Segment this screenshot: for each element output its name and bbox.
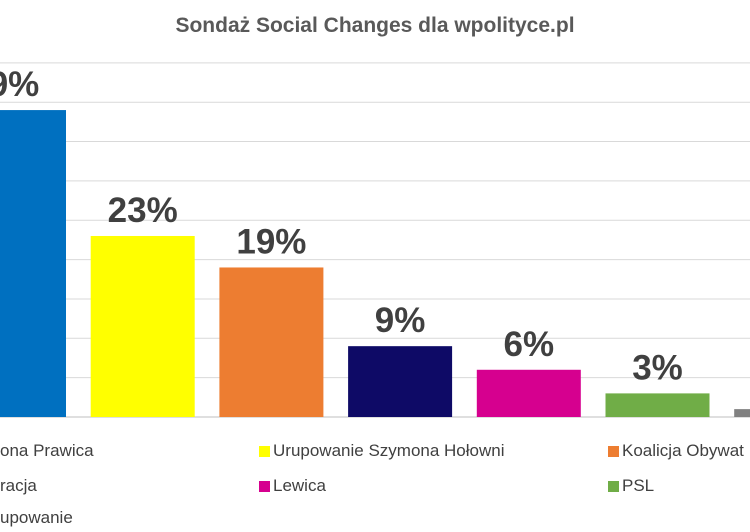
legend-label: Koalicja Obywat — [622, 441, 744, 460]
legend-label: ona Prawica — [0, 441, 94, 460]
legend-item: racja — [0, 476, 37, 496]
legend-label: racja — [0, 476, 37, 495]
legend-swatch — [259, 480, 270, 492]
legend-label: Urupowanie Szymona Hołowni — [273, 441, 505, 460]
legend-swatch — [259, 445, 270, 457]
data-label: 9% — [375, 301, 426, 340]
chart-title: Sondaż Social Changes dla wpolityce.pl — [175, 14, 575, 37]
bar — [734, 409, 750, 417]
legend-item: Urupowanie Szymona Hołowni — [259, 441, 505, 461]
legend-item: Lewica — [259, 476, 326, 496]
bar — [605, 393, 710, 417]
legend-item: ona Prawica — [0, 441, 94, 461]
bar — [476, 369, 581, 417]
data-label: 9% — [0, 65, 39, 104]
legend-swatch — [608, 480, 619, 492]
data-label: 19% — [236, 222, 306, 261]
data-label: 23% — [108, 191, 178, 230]
legend-item: upowanie — [0, 508, 73, 528]
legend-item: Koalicja Obywat — [608, 441, 744, 461]
legend-swatch — [608, 445, 619, 457]
legend-label: Lewica — [273, 476, 326, 495]
data-label: 3% — [632, 348, 683, 387]
legend-label: PSL — [622, 476, 655, 495]
data-label: 6% — [504, 325, 555, 364]
legend-item: PSL — [608, 476, 654, 496]
bar — [219, 267, 324, 417]
bar — [348, 346, 453, 417]
bar — [90, 235, 195, 417]
bar — [0, 110, 66, 417]
legend-label: upowanie — [0, 508, 73, 527]
